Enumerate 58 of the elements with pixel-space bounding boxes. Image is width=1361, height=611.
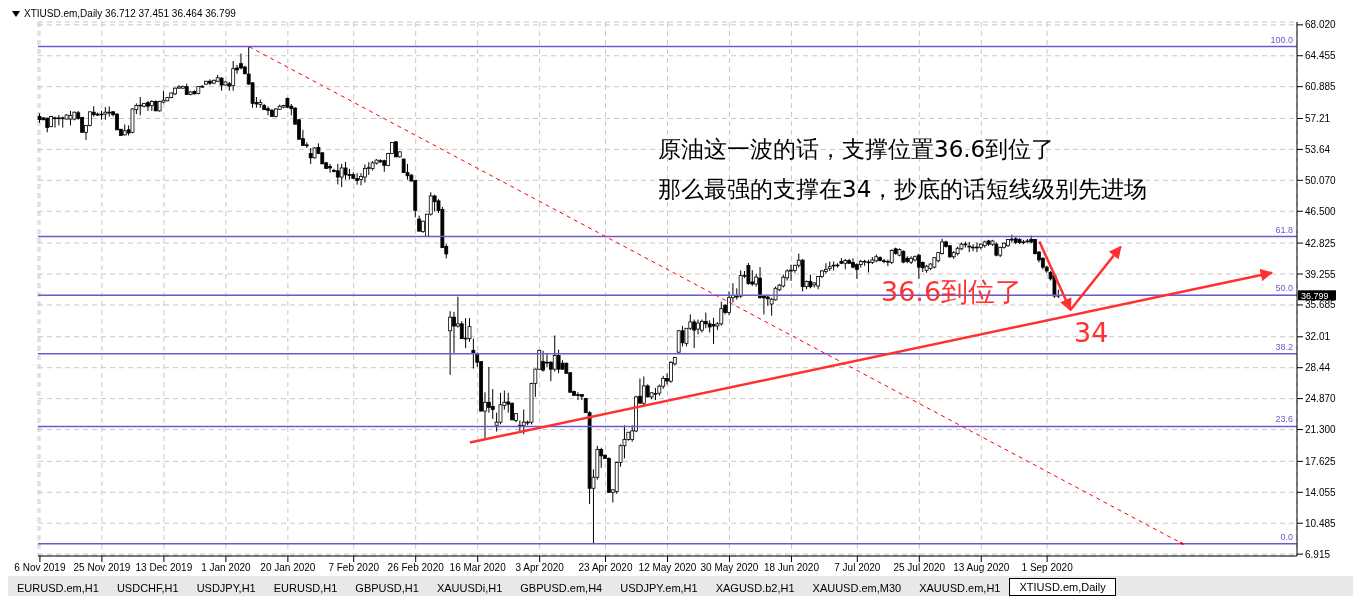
y-tick-label: 10.485 xyxy=(1305,517,1337,529)
text: EURUSD.em,H1 xyxy=(8,580,108,596)
y-tick-label: 32.01 xyxy=(1305,331,1331,343)
x-tick-label: 25 Nov 2019 xyxy=(73,562,131,574)
y-tick-label: 68.020 xyxy=(1305,19,1337,31)
annotation: 100.0 xyxy=(1270,34,1293,45)
y-tick-label: 57.21 xyxy=(1305,113,1331,125)
y-tick-label: 35.685 xyxy=(1305,299,1337,311)
annotation: 那么最强的支撑在34，抄底的话短线级别先进场 xyxy=(658,175,1148,204)
y-tick-label: 24.870 xyxy=(1305,393,1337,405)
y-tick-label: 17.625 xyxy=(1305,455,1337,467)
x-tick-label: 12 May 2020 xyxy=(638,562,697,574)
y-tick-label: 46.500 xyxy=(1305,205,1337,217)
text: XTIUSD.em,Daily xyxy=(1009,578,1116,596)
x-tick-label: 13 Aug 2020 xyxy=(953,562,1010,574)
annotation: 34 xyxy=(1074,317,1109,348)
x-tick-label: 26 Feb 2020 xyxy=(387,562,445,574)
text: GBPUSD.em,H4 xyxy=(511,580,612,596)
x-tick-label: 16 Mar 2020 xyxy=(449,562,507,574)
x-tick-label: 6 Nov 2019 xyxy=(14,562,66,574)
y-tick-label: 39.255 xyxy=(1305,268,1337,280)
text: XAUUSD.em,H1 xyxy=(910,580,1010,596)
x-tick-label: 7 Feb 2020 xyxy=(328,562,380,574)
y-tick-label: 14.055 xyxy=(1305,486,1337,498)
y-tick-label: 53.64 xyxy=(1305,143,1331,155)
y-tick-label: 6.915 xyxy=(1305,548,1331,560)
x-tick-label: 1 Jan 2020 xyxy=(201,562,252,574)
x-tick-label: 20 Jan 2020 xyxy=(260,562,316,574)
x-tick-label: 13 Dec 2019 xyxy=(135,562,193,574)
x-tick-label: 25 Jul 2020 xyxy=(893,562,946,574)
text: XAUUSD.em,M30 xyxy=(803,580,911,596)
chart-title: XTIUSD.em,Daily 36.712 37.451 36.464 36.799 xyxy=(24,8,236,19)
annotation: 38.2 xyxy=(1275,341,1293,352)
y-tick-label: 21.300 xyxy=(1305,424,1337,436)
annotation: 61.8 xyxy=(1275,224,1293,235)
x-tick-label: 7 Jul 2020 xyxy=(834,562,881,574)
text: USDCHF,H1 xyxy=(107,580,188,596)
annotation: 原油这一波的话，支撑位置36.6到位了 xyxy=(658,135,1055,164)
text: USDJPY,H1 xyxy=(187,580,265,596)
y-tick-label: 60.885 xyxy=(1305,81,1337,93)
x-tick-label: 3 Apr 2020 xyxy=(515,562,565,574)
y-tick-label: 28.44 xyxy=(1305,362,1331,374)
text: EURUSD,H1 xyxy=(264,580,347,596)
text: XAUUSDi,H1 xyxy=(427,580,512,596)
x-tick-label: 18 Jun 2020 xyxy=(763,562,820,574)
x-tick-label: 1 Sep 2020 xyxy=(1021,562,1074,574)
text: XAGUSD.b2,H1 xyxy=(706,580,804,596)
y-tick-label: 50.070 xyxy=(1305,174,1337,186)
annotation: 23.6 xyxy=(1275,414,1293,425)
ref-line-label: 36.799 xyxy=(1301,290,1329,301)
x-tick-label: 23 Apr 2020 xyxy=(578,562,633,574)
text: GBPUSD,H1 xyxy=(346,580,428,596)
annotation: 50.0 xyxy=(1275,283,1293,294)
y-tick-label: 64.455 xyxy=(1305,50,1337,62)
annotation: 0.0 xyxy=(1280,531,1293,542)
text: USDJPY.em,H1 xyxy=(611,580,707,596)
x-tick-label: 30 May 2020 xyxy=(700,562,759,574)
y-tick-label: 42.825 xyxy=(1305,237,1337,249)
